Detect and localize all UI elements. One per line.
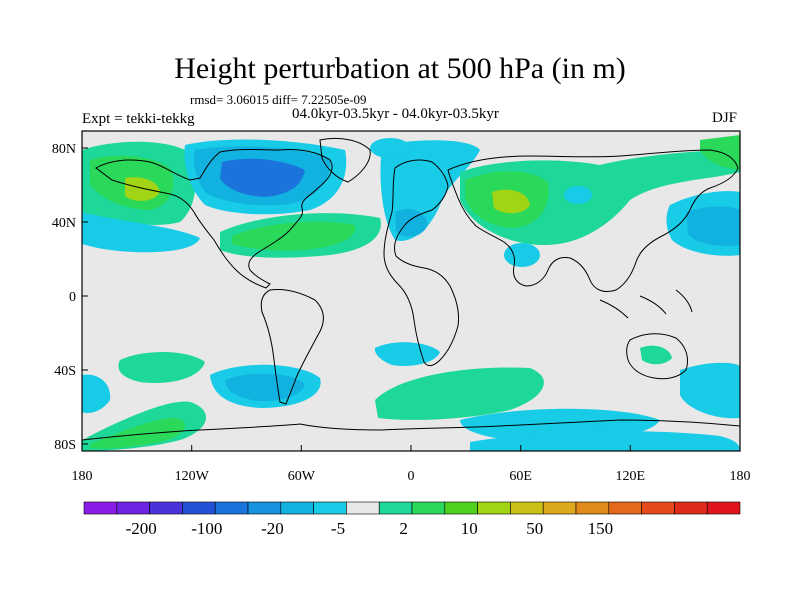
contour-negative-antarctic: [470, 431, 740, 451]
coast-australia: [626, 333, 689, 380]
contour-positive-spacific: [118, 351, 205, 384]
colorbar-label: 2: [399, 519, 408, 538]
contour-positive-sindian: [375, 367, 544, 420]
colorbar-label: -100: [191, 519, 222, 538]
colorbar: [83, 501, 741, 515]
coastlines: [82, 137, 740, 441]
lon-label-120e: 120E: [616, 469, 646, 484]
colorbar-label: -5: [331, 519, 345, 538]
colorbar-swatch: [706, 501, 741, 515]
colorbar-label: -200: [126, 519, 157, 538]
contour-negative-europe-inner: [395, 208, 428, 237]
lat-label-80s: 80S: [54, 438, 76, 453]
coast-antarctica: [82, 419, 740, 441]
colorbar-swatch: [575, 501, 610, 515]
lat-label-0: 0: [69, 290, 76, 305]
colorbar-swatch: [411, 501, 446, 515]
colorbar-swatch: [510, 501, 544, 515]
colorbar-swatch: [477, 501, 511, 515]
lon-label-180e: 180: [730, 469, 751, 484]
contour-negative-spacific-west: [82, 374, 111, 414]
lon-label-180w: 180: [72, 469, 93, 484]
coast-asia: [447, 149, 739, 293]
colorbar-swatch: [444, 501, 478, 515]
colorbar-swatch: [542, 501, 577, 515]
coast-greenland: [319, 137, 371, 183]
contour-positive-antarctic-west-inner: [90, 417, 186, 449]
colorbar-labels: -200 -100 -20 -5 2 10 50 150: [126, 519, 614, 538]
contour-negative-arabia: [504, 243, 540, 267]
colorbar-label: -20: [261, 519, 284, 538]
colorbar-swatch: [116, 501, 150, 515]
colorbar-swatch: [608, 501, 642, 515]
page-title: Height perturbation at 500 hPa (in m): [174, 52, 626, 85]
colorbar-swatch: [674, 501, 708, 515]
lat-label-40n: 40N: [52, 216, 76, 231]
lat-label-80n: 80N: [52, 142, 76, 157]
contour-negative-nw-pacific-inner: [686, 206, 740, 246]
contour-positive-australia: [640, 345, 672, 365]
lon-label-120w: 120W: [175, 469, 210, 484]
lon-label-0: 0: [408, 469, 415, 484]
contour-positive-pacific-core: [125, 177, 160, 201]
coast-south-america: [260, 289, 324, 405]
contour-negative-namerica-core: [220, 158, 305, 197]
lon-label-60e: 60E: [509, 469, 532, 484]
colorbar-swatch: [182, 501, 216, 515]
coast-north-america: [95, 149, 333, 289]
colorbar-label: 10: [461, 519, 478, 538]
colorbar-swatch: [641, 501, 675, 515]
colorbar-swatch: [280, 501, 314, 515]
contour-negative-npacific: [82, 212, 200, 253]
colorbar-swatch: [214, 501, 249, 515]
ticks: [82, 147, 631, 451]
contour-negative-sa-inner: [225, 373, 305, 402]
colorbar-swatch: [378, 501, 413, 515]
colorbar-label: 50: [526, 519, 543, 538]
contour-negative-spacific-east: [680, 362, 740, 419]
lat-label-40s: 40S: [54, 364, 76, 379]
colorbar-swatch: [83, 501, 118, 515]
contour-positive-asia-core: [492, 189, 530, 214]
colorbar-label: 150: [588, 519, 614, 538]
contour-positive-atlantic-inner: [232, 221, 356, 251]
coast-europe-africa: [383, 159, 459, 367]
colorbar-swatch: [313, 501, 347, 515]
colorbar-swatch: [149, 501, 183, 515]
coast-southeast-asia: [599, 289, 693, 319]
experiment-label: Expt = tekki-tekkg: [82, 111, 195, 127]
contour-fill: [82, 135, 740, 451]
colorbar-swatch: [247, 501, 282, 515]
period-label: 04.0kyr-03.5kyr - 04.0kyr-03.5kyr: [292, 106, 499, 122]
colorbar-swatch: [346, 501, 380, 515]
lon-label-60w: 60W: [288, 469, 316, 484]
contour-negative-small-1: [564, 186, 592, 204]
season-label: DJF: [712, 110, 738, 126]
contour-negative-arctic: [370, 138, 410, 158]
rmsd-stats: rmsd= 3.06015 diff= 7.22505e-09: [190, 92, 367, 107]
